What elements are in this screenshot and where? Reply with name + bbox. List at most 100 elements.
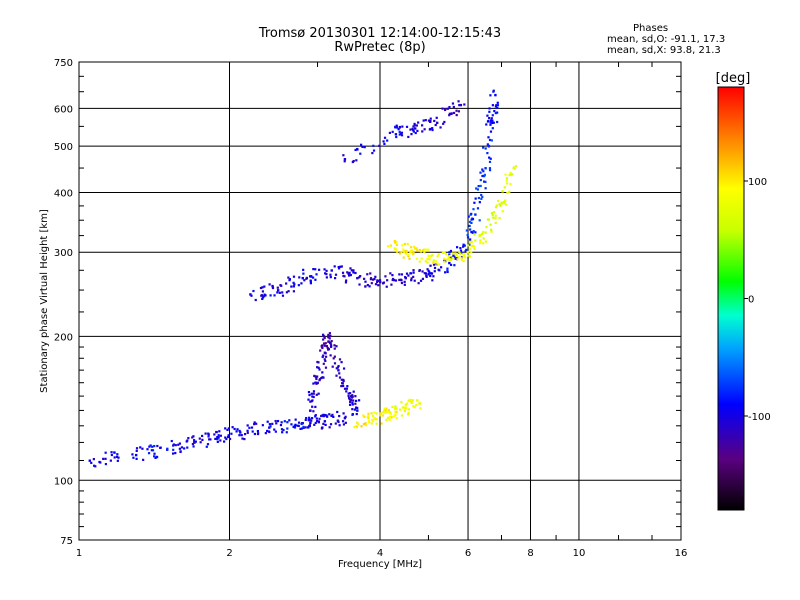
data-point bbox=[326, 346, 329, 349]
data-point bbox=[345, 279, 348, 282]
data-point bbox=[434, 123, 437, 127]
data-point bbox=[273, 428, 276, 431]
data-point bbox=[457, 100, 460, 103]
data-point bbox=[206, 443, 210, 446]
data-point bbox=[256, 429, 260, 433]
data-point bbox=[464, 250, 467, 253]
data-point bbox=[153, 444, 156, 448]
data-point bbox=[285, 282, 288, 285]
data-point bbox=[349, 392, 352, 395]
data-point bbox=[324, 355, 328, 358]
y-tick-label: 75 bbox=[60, 536, 73, 547]
data-point bbox=[484, 187, 487, 190]
data-point bbox=[368, 285, 371, 288]
data-point bbox=[452, 105, 455, 109]
data-point bbox=[342, 154, 345, 157]
data-point bbox=[441, 251, 444, 255]
data-point bbox=[469, 213, 472, 216]
data-point bbox=[451, 256, 455, 260]
data-point bbox=[179, 450, 182, 454]
data-point bbox=[352, 271, 355, 274]
data-point bbox=[422, 119, 425, 122]
data-point bbox=[351, 413, 354, 416]
data-point bbox=[338, 414, 341, 418]
data-point bbox=[261, 286, 264, 289]
data-point bbox=[405, 272, 409, 275]
data-point bbox=[445, 253, 448, 256]
data-point bbox=[337, 369, 340, 372]
data-point bbox=[404, 407, 407, 410]
data-point bbox=[134, 453, 138, 457]
data-point bbox=[395, 243, 398, 247]
data-point bbox=[341, 420, 345, 423]
data-point bbox=[288, 419, 291, 422]
data-point bbox=[357, 399, 361, 402]
data-point bbox=[481, 168, 484, 171]
data-point bbox=[315, 417, 318, 420]
data-point bbox=[333, 344, 336, 347]
data-point bbox=[362, 414, 365, 417]
data-point bbox=[444, 271, 447, 274]
data-point bbox=[484, 167, 487, 170]
data-point bbox=[447, 256, 450, 259]
data-point bbox=[412, 251, 415, 255]
data-point bbox=[465, 248, 468, 251]
data-point bbox=[371, 419, 374, 423]
data-point bbox=[455, 246, 459, 249]
data-point bbox=[484, 180, 487, 183]
data-point bbox=[489, 94, 492, 97]
data-point bbox=[349, 400, 352, 404]
data-point bbox=[300, 422, 303, 426]
data-point bbox=[227, 427, 230, 430]
data-point bbox=[243, 433, 247, 436]
data-point bbox=[410, 133, 413, 136]
data-point bbox=[412, 275, 415, 278]
data-point bbox=[443, 120, 446, 124]
data-point bbox=[276, 419, 280, 423]
data-point bbox=[308, 424, 312, 427]
data-point bbox=[343, 160, 346, 163]
data-point bbox=[142, 458, 145, 461]
data-point bbox=[370, 422, 373, 425]
data-point bbox=[315, 419, 319, 423]
data-point bbox=[329, 334, 332, 337]
data-point bbox=[481, 232, 484, 236]
data-point bbox=[233, 427, 236, 431]
data-point bbox=[491, 104, 494, 107]
data-point bbox=[394, 126, 397, 129]
data-point bbox=[494, 221, 497, 224]
data-point bbox=[406, 242, 409, 246]
data-point bbox=[489, 121, 492, 124]
data-point bbox=[115, 455, 119, 458]
data-point bbox=[454, 257, 457, 260]
data-point bbox=[476, 188, 480, 191]
data-point bbox=[482, 170, 485, 173]
data-point bbox=[399, 408, 402, 411]
data-point bbox=[243, 437, 246, 441]
data-point bbox=[302, 268, 305, 271]
data-point bbox=[194, 440, 197, 443]
data-point bbox=[468, 220, 472, 224]
data-point bbox=[478, 201, 481, 204]
data-point bbox=[412, 405, 415, 408]
data-point bbox=[403, 242, 406, 246]
data-point bbox=[449, 263, 453, 266]
data-point bbox=[354, 148, 357, 152]
data-point bbox=[296, 424, 299, 427]
data-point bbox=[395, 250, 399, 253]
data-point bbox=[328, 332, 331, 335]
data-point bbox=[438, 263, 441, 266]
data-point bbox=[466, 236, 470, 239]
data-point bbox=[416, 399, 419, 402]
data-point bbox=[488, 167, 492, 170]
data-point bbox=[300, 427, 304, 430]
data-point bbox=[467, 251, 470, 254]
data-point bbox=[382, 281, 386, 284]
data-point bbox=[443, 260, 446, 263]
data-point bbox=[186, 439, 189, 442]
data-point bbox=[431, 127, 434, 130]
data-point bbox=[488, 116, 491, 120]
data-point bbox=[410, 246, 413, 249]
data-point bbox=[395, 240, 398, 243]
